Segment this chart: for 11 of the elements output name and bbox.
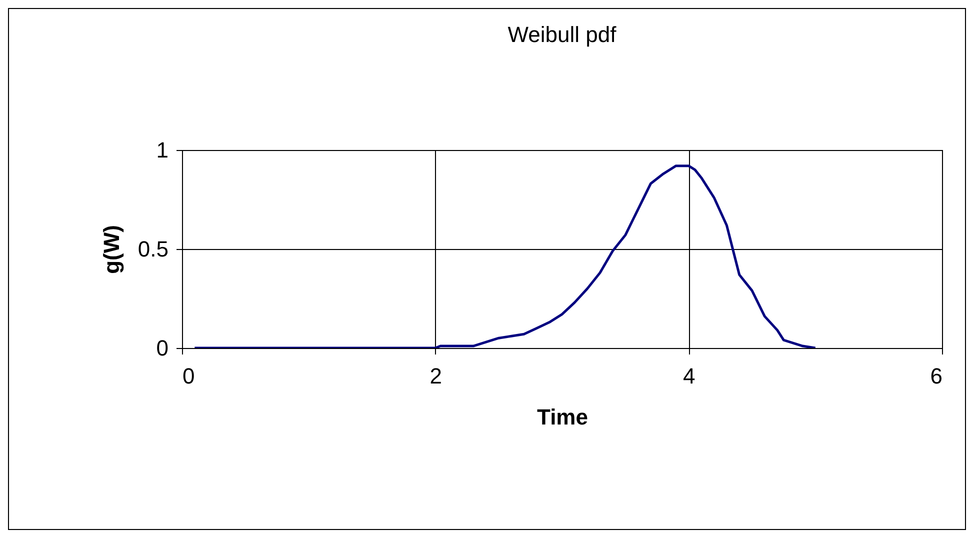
- chart-title: Weibull pdf: [508, 22, 618, 47]
- y-tick-label: 0: [156, 336, 168, 360]
- x-tick-label: 4: [683, 364, 696, 388]
- x-tick-label: 0: [182, 364, 195, 388]
- x-tick-label: 2: [430, 364, 442, 388]
- y-tick-label: 1: [156, 138, 168, 162]
- y-axis-title: g(W): [98, 225, 124, 274]
- line-series: [193, 164, 817, 348]
- x-axis-title: Time: [537, 404, 588, 430]
- y-tick-label: 0.5: [138, 236, 168, 262]
- x-tick-label: 6: [930, 364, 942, 388]
